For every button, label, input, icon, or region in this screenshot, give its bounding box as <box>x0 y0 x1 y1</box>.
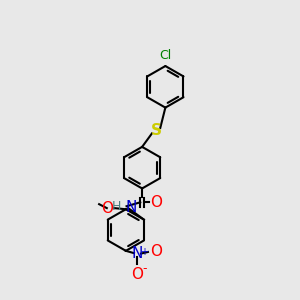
Text: O: O <box>131 268 143 283</box>
Text: H: H <box>112 200 121 213</box>
Text: -: - <box>142 262 147 275</box>
Text: +: + <box>140 247 148 257</box>
Text: N: N <box>125 200 136 215</box>
Text: O: O <box>101 201 113 216</box>
Text: Cl: Cl <box>159 49 172 62</box>
Text: O: O <box>150 195 162 210</box>
Text: O: O <box>150 244 162 259</box>
Text: S: S <box>151 123 162 138</box>
Text: N: N <box>131 246 143 261</box>
